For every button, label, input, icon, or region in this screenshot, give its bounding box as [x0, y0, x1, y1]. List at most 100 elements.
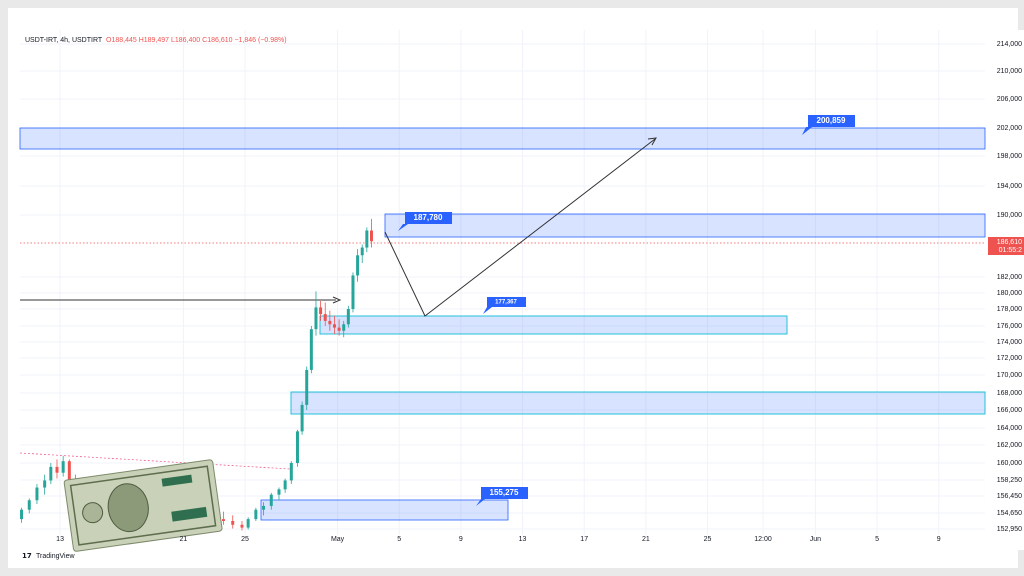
y-tick-label: 166,000 — [997, 407, 1022, 414]
y-tick-label: 174,000 — [997, 339, 1022, 346]
candle-body — [61, 461, 65, 473]
candle-body — [43, 480, 47, 488]
logo: TradingView — [36, 553, 75, 560]
candle-body — [360, 247, 364, 256]
candle-body — [240, 524, 244, 528]
x-tick-label: 25 — [241, 536, 249, 543]
candle-body — [231, 521, 235, 525]
y-tick-label: 202,000 — [997, 125, 1022, 132]
candle-body — [262, 505, 266, 510]
candle-body — [337, 327, 341, 331]
note-label: 155,275 — [490, 488, 519, 497]
candle-body — [269, 494, 273, 506]
candle-body — [295, 431, 299, 463]
candle-body — [323, 314, 327, 321]
price-note: 187,780 — [398, 212, 452, 231]
y-tick-label: 176,000 — [997, 323, 1022, 330]
x-tick-label: 5 — [397, 536, 401, 543]
candle-body — [319, 307, 323, 315]
candle-body — [289, 463, 293, 481]
candle-body — [351, 275, 355, 309]
arrow — [20, 296, 342, 304]
x-tick-label: 9 — [459, 536, 463, 543]
y-tick-label: 182,000 — [997, 274, 1022, 281]
ohlc: O188,445 H189,497 L186,400 C186,610 −1,8… — [106, 37, 287, 44]
x-tick-label: 9 — [937, 536, 941, 543]
x-tick-label: 13 — [519, 536, 527, 543]
y-tick-label: 198,000 — [997, 153, 1022, 160]
note-label: 177,367 — [495, 300, 517, 306]
candle-body — [309, 329, 313, 370]
candle-body — [369, 230, 373, 242]
candle-body — [365, 230, 369, 248]
dollar-bill-image — [63, 459, 223, 552]
price-note: 177,367 — [483, 297, 526, 314]
x-tick-label: May — [331, 536, 345, 543]
candle-body — [328, 320, 332, 325]
x-tick-label: 12:00 — [754, 536, 772, 543]
zone — [319, 315, 788, 335]
y-tick-label: 168,000 — [997, 390, 1022, 397]
grid — [20, 30, 985, 535]
countdown: 01:55:2 — [999, 247, 1022, 254]
symbol: USDT-IRT, 4h, USDTIRT — [25, 37, 103, 44]
candle-body — [67, 461, 71, 481]
candle-body — [246, 519, 250, 528]
x-tick-label: 5 — [875, 536, 879, 543]
logo-mark: 𝟭𝟳 — [22, 553, 32, 560]
projection-arrow — [384, 137, 657, 317]
y-tick-label: 172,000 — [997, 355, 1022, 362]
candle-body — [356, 255, 360, 276]
x-tick-label: 21 — [642, 536, 650, 543]
note-label: 187,780 — [414, 213, 443, 222]
candle-body — [305, 369, 309, 405]
y-tick-label: 210,000 — [997, 68, 1022, 75]
x-tick-label: 21 — [180, 536, 188, 543]
candle-body — [27, 500, 31, 510]
candle-body — [283, 480, 287, 490]
candle-body — [332, 324, 336, 328]
candle-body — [342, 324, 346, 331]
candle-body — [20, 509, 24, 520]
candle-body — [346, 309, 350, 325]
y-tick-label: 162,000 — [997, 442, 1022, 449]
y-tick-label: 154,650 — [997, 510, 1022, 517]
y-tick-label: 170,000 — [997, 372, 1022, 379]
price-note: 155,275 — [476, 487, 528, 506]
y-tick-label: 164,000 — [997, 425, 1022, 432]
zone — [290, 391, 986, 415]
current-price: 186,610 — [997, 239, 1022, 246]
price-axis — [987, 30, 1024, 550]
x-tick-label: 25 — [704, 536, 712, 543]
note-label: 200,859 — [817, 116, 846, 125]
trend-line — [19, 452, 291, 470]
y-tick-label: 160,000 — [997, 460, 1022, 467]
current-price-tag — [988, 237, 1024, 255]
y-tick-label: 206,000 — [997, 96, 1022, 103]
candle-body — [49, 466, 53, 481]
x-tick-label: 17 — [580, 536, 588, 543]
candle-body — [314, 307, 318, 330]
candle-body — [300, 404, 304, 432]
candle-body — [35, 487, 39, 501]
y-tick-label: 190,000 — [997, 212, 1022, 219]
y-tick-label: 156,450 — [997, 493, 1022, 500]
zone — [260, 499, 509, 521]
y-tick-label: 214,000 — [997, 41, 1022, 48]
candle-body — [221, 519, 225, 521]
zone — [19, 127, 986, 150]
y-tick-label: 178,000 — [997, 306, 1022, 313]
x-tick-label: 13 — [56, 536, 64, 543]
candle-body — [55, 466, 59, 473]
price-note: 200,859 — [802, 115, 855, 135]
candle-body — [277, 489, 281, 495]
zone — [384, 213, 986, 238]
candle-body — [254, 509, 258, 520]
y-tick-label: 158,250 — [997, 477, 1022, 484]
x-tick-label: Jun — [810, 536, 821, 543]
y-tick-label: 180,000 — [997, 290, 1022, 297]
y-tick-label: 152,950 — [997, 526, 1022, 533]
y-tick-label: 194,000 — [997, 183, 1022, 190]
